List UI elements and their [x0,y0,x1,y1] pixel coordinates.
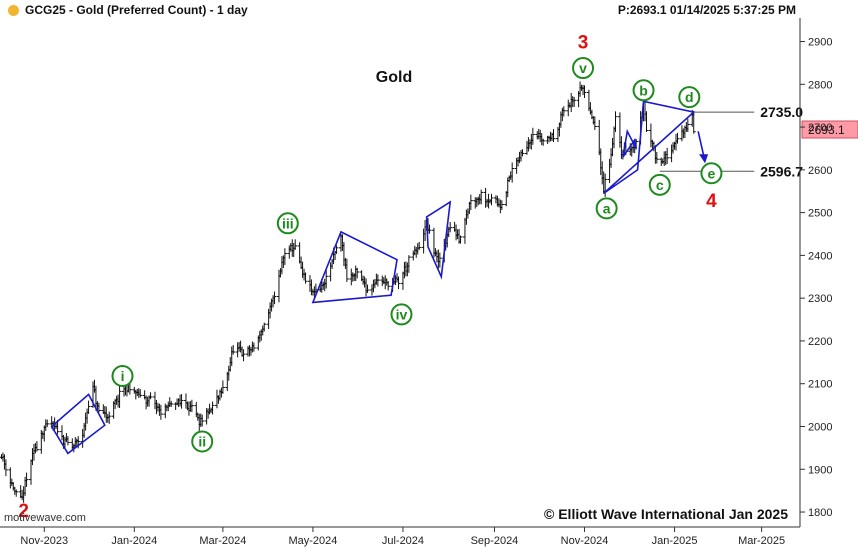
forecast-arrow-head [699,154,709,164]
price-level-label: 2596.7 [760,163,803,179]
axes: 1800 1900 2000 2100 2200 2300 2400 2500 2600 2700… [0,18,832,547]
wave-channel [50,393,106,455]
wave-label-major: 3 [578,33,589,54]
y-tick-label: 2700 [808,122,832,134]
y-tick-label: 2900 [808,37,832,49]
wave-label-circle [700,162,723,185]
price-bars [0,81,696,503]
x-tick-label: Nov-2024 [561,535,609,547]
y-tick-label: 2000 [808,421,832,433]
wave-label-major: 2 [18,501,29,522]
current-price-label: 2693.1 [808,123,845,137]
wave-label-minor: a [603,200,611,216]
wave-label-circle [678,86,701,109]
y-tick-label: 1800 [808,507,832,519]
wave-label-minor: c [656,177,664,193]
y-tick-label: 2600 [808,165,832,177]
copyright: © Elliott Wave International Jan 2025 [544,506,788,522]
y-tick-label: 2800 [808,79,832,91]
y-tick-label: 1900 [808,464,832,476]
wave-label-circle [276,212,299,235]
chart-overlays: 2735.0 2596.7 2693.1 [50,100,858,455]
price-level-label: 2735.0 [760,104,803,120]
watermark: motivewave.com [4,512,86,524]
x-tick-label: Mar-2024 [199,535,246,547]
wave-label-circle [191,430,214,453]
wave-label-minor: iii [282,215,294,231]
wave-channel [622,128,637,158]
price-info: P:2693.1 01/14/2025 5:37:25 PM [617,3,796,17]
y-tick-label: 2200 [808,336,832,348]
wave-label-major: 4 [706,191,717,212]
x-tick-label: Mar-2025 [738,535,785,547]
y-tick-label: 2500 [808,208,832,220]
wave-label-circle [632,79,655,102]
wave-label-minor: iv [396,306,408,322]
chart-title: Gold [376,69,412,86]
forecast-arrow [697,131,705,158]
wave-channel [311,230,398,304]
wave-label-minor: d [685,89,694,105]
wave-label-minor: e [708,165,716,181]
wave-label-circle [111,365,134,388]
wave-label-circle [390,303,413,326]
y-tick-label: 2100 [808,379,832,391]
wave-channel [425,200,452,280]
wave-label-circle [648,173,671,196]
x-tick-label: Jan-2024 [111,535,157,547]
x-tick-label: May-2024 [288,535,337,547]
x-tick-label: Sep-2024 [471,535,519,547]
y-tick-label: 2400 [808,250,832,262]
x-tick-label: Jan-2025 [652,535,698,547]
x-tick-label: Jul-2024 [382,535,424,547]
wave-label-minor: v [579,60,587,76]
instrument-dot-icon [8,4,19,16]
wave-label-circle [572,57,595,80]
current-price-box [801,120,858,139]
wave-label-minor: ii [198,433,206,449]
wave-label-minor: i [121,368,125,384]
wave-label-circle [595,197,618,220]
instrument-description: GCG25 - Gold (Preferred Count) - 1 day [25,3,248,17]
wave-label-minor: b [639,82,648,98]
y-tick-label: 2300 [808,293,832,305]
chart-header-left: GCG25 - Gold (Preferred Count) - 1 day [8,3,248,17]
wave-channel [603,100,696,195]
x-tick-label: Nov-2023 [20,535,68,547]
